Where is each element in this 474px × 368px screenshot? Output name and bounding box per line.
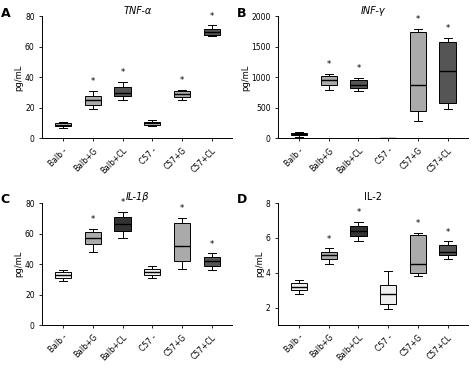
Text: *: * (416, 15, 420, 24)
PathPatch shape (114, 86, 131, 96)
PathPatch shape (114, 217, 131, 231)
PathPatch shape (174, 91, 190, 97)
Y-axis label: pg/mL: pg/mL (241, 64, 250, 91)
Text: *: * (91, 77, 95, 86)
Title: TNF-α: TNF-α (123, 6, 152, 15)
Y-axis label: pg/mL: pg/mL (255, 251, 264, 277)
PathPatch shape (291, 133, 307, 135)
PathPatch shape (144, 122, 160, 125)
PathPatch shape (174, 223, 190, 261)
PathPatch shape (85, 232, 101, 244)
Text: *: * (180, 76, 184, 85)
Text: *: * (327, 234, 331, 244)
Text: *: * (446, 227, 450, 237)
Text: A: A (0, 7, 10, 20)
Text: *: * (120, 68, 125, 77)
Text: *: * (356, 208, 361, 217)
Text: *: * (446, 24, 450, 33)
Text: C: C (0, 193, 9, 206)
Text: *: * (210, 12, 214, 21)
Title: INF-γ: INF-γ (361, 6, 385, 15)
Text: *: * (120, 198, 125, 208)
PathPatch shape (439, 42, 456, 103)
PathPatch shape (439, 245, 456, 255)
Title: IL-1β: IL-1β (126, 192, 149, 202)
PathPatch shape (55, 272, 71, 278)
PathPatch shape (85, 96, 101, 105)
PathPatch shape (203, 29, 220, 35)
Y-axis label: pg/mL: pg/mL (15, 251, 24, 277)
Text: *: * (356, 64, 361, 73)
Title: IL-2: IL-2 (365, 192, 383, 202)
PathPatch shape (410, 234, 426, 273)
Text: *: * (91, 215, 95, 224)
Text: *: * (180, 205, 184, 213)
PathPatch shape (350, 80, 367, 88)
PathPatch shape (55, 123, 71, 126)
Y-axis label: pg/mL: pg/mL (15, 64, 24, 91)
PathPatch shape (203, 256, 220, 266)
Text: *: * (416, 219, 420, 228)
PathPatch shape (350, 226, 367, 236)
Text: *: * (327, 60, 331, 69)
PathPatch shape (410, 32, 426, 111)
PathPatch shape (291, 283, 307, 290)
Text: B: B (237, 7, 246, 20)
PathPatch shape (320, 252, 337, 259)
Text: D: D (237, 193, 246, 206)
PathPatch shape (380, 285, 396, 304)
PathPatch shape (144, 269, 160, 275)
Text: *: * (210, 240, 214, 249)
PathPatch shape (320, 76, 337, 85)
